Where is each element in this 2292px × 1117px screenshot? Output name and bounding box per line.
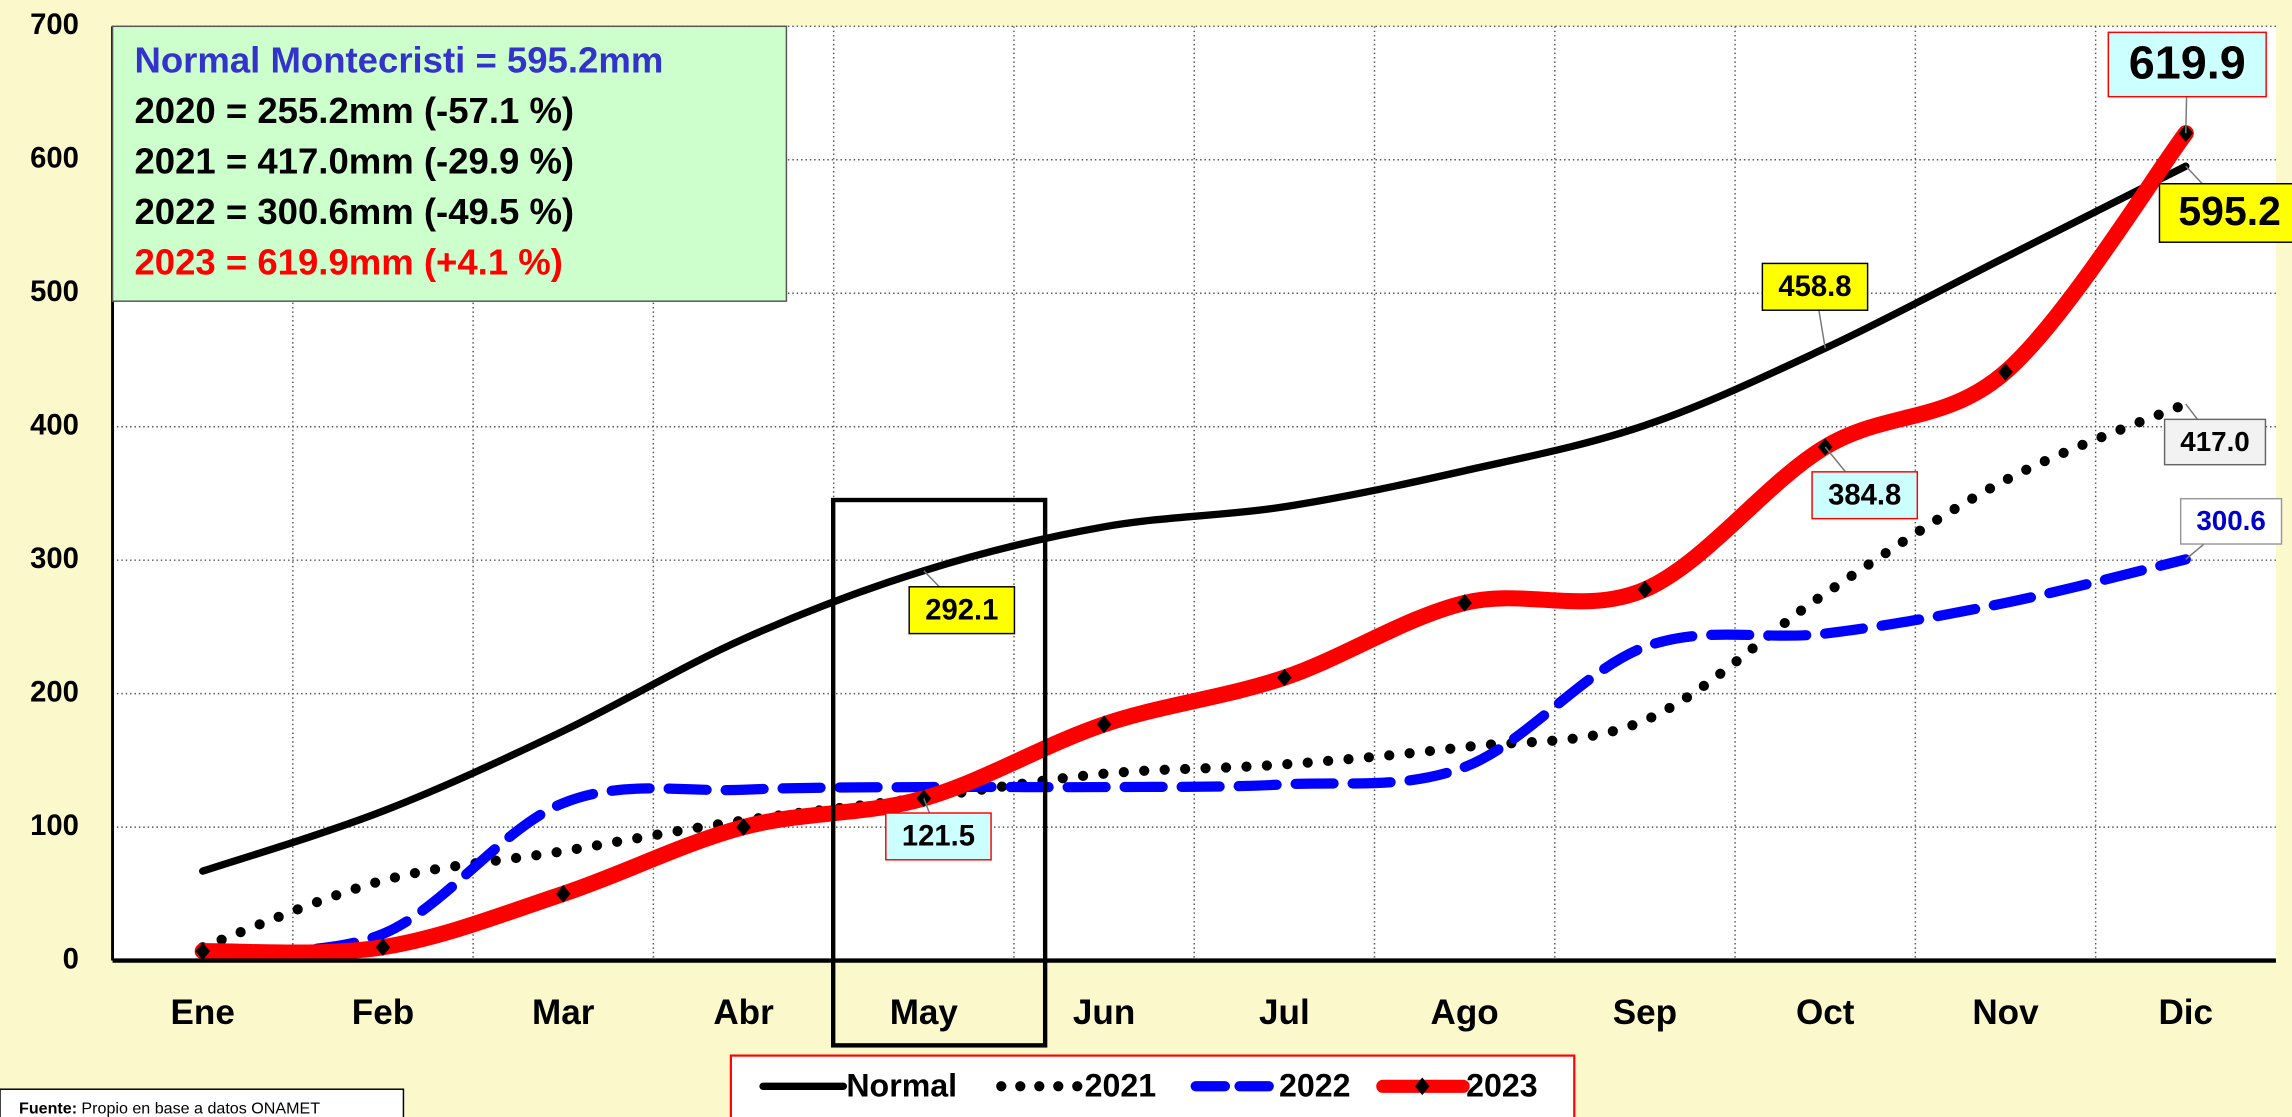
y-tick-label: 300 (30, 543, 79, 575)
data-label: 292.1 (925, 594, 998, 626)
x-tick-label: Feb (352, 993, 414, 1032)
source: Fuente: Propio en base a datos ONAMET (19, 1100, 320, 1117)
label-box (2107, 31, 2267, 98)
legend-label: 2022 (1279, 1067, 1351, 1103)
series-line (199, 162, 2190, 875)
info-line: 2022 = 300.6mm (-49.5 %) (134, 191, 574, 232)
x-tick-label: May (890, 993, 959, 1032)
legend-label: 2021 (1085, 1067, 1157, 1103)
data-label: 121.5 (902, 821, 975, 853)
x-tick-label: Abr (713, 993, 774, 1032)
legend-label: Normal (846, 1067, 957, 1103)
y-tick-label: 700 (30, 9, 79, 41)
y-tick-label: 500 (30, 276, 79, 308)
marker (195, 942, 211, 960)
marker (555, 885, 571, 903)
x-tick-label: Oct (1796, 993, 1855, 1032)
y-tick-label: 400 (30, 409, 79, 441)
source-label: Fuente: (19, 1100, 77, 1117)
highlight-box (830, 497, 1048, 1048)
y-tick-label: 0 (63, 943, 79, 975)
label-box (1761, 262, 1869, 311)
label-box (1811, 471, 1919, 520)
label-box (908, 586, 1016, 635)
source-text: Propio en base a datos ONAMET (81, 1100, 320, 1117)
label-box (2158, 183, 2292, 243)
data-label: 384.8 (1828, 479, 1901, 511)
marker (1096, 715, 1112, 734)
data-label: 417.0 (2180, 426, 2249, 457)
y-tick-label: 600 (30, 142, 79, 174)
info-line: 2021 = 417.0mm (-29.9 %) (134, 140, 574, 181)
data-label: 619.9 (2129, 36, 2246, 88)
x-tick-label: Mar (532, 993, 595, 1032)
y-tick-label: 200 (30, 676, 79, 708)
x-tick-label: Jun (1073, 993, 1135, 1032)
x-tick-label: Ene (171, 993, 235, 1032)
data-label: 595.2 (2178, 188, 2280, 234)
marker (1998, 363, 2013, 381)
source-box (0, 1088, 405, 1117)
x-tick-label: Ago (1431, 993, 1499, 1032)
label-box (2163, 418, 2267, 466)
x-tick-label: Dic (2158, 993, 2213, 1032)
x-tick-label: Sep (1613, 993, 1677, 1032)
y-tick-label: 100 (30, 810, 79, 842)
info-line: 2023 = 619.9mm (+4.1 %) (134, 241, 562, 282)
label-box (2179, 497, 2283, 545)
info-box (111, 25, 788, 302)
marker (736, 818, 751, 836)
series-line (197, 554, 2191, 957)
data-label: 458.8 (1778, 271, 1851, 303)
x-tick-label: Nov (1972, 993, 2039, 1032)
label-box (885, 812, 992, 861)
info-line: 2020 = 255.2mm (-57.1 %) (134, 90, 574, 131)
legend-label: 2023 (1466, 1067, 1538, 1103)
info-line: Normal Montecristi = 595.2mm (134, 40, 663, 81)
data-label: 300.6 (2196, 505, 2265, 536)
x-tick-label: Jul (1259, 993, 1310, 1032)
